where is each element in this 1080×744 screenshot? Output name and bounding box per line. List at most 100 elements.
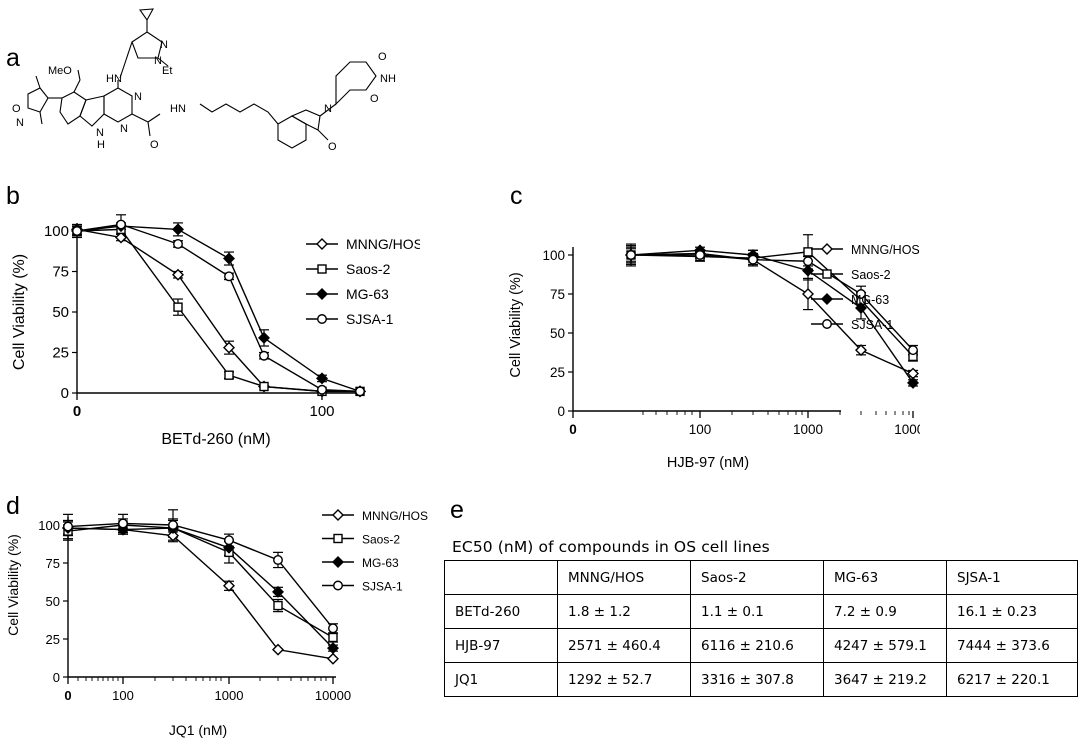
y-tick-label: 0 — [53, 670, 60, 685]
atom-label: HN — [170, 103, 186, 115]
data-point — [626, 250, 636, 260]
table-cell: 3647 ± 219.2 — [823, 662, 947, 697]
header-cell: Saos-2 — [690, 560, 824, 595]
data-point — [116, 219, 126, 230]
table-title: EC50 (nM) of compounds in OS cell lines — [452, 538, 770, 556]
series-line — [67, 527, 334, 649]
table-cell: 6217 ± 220.1 — [946, 662, 1078, 697]
table-row: BETd-260 1.8 ± 1.2 1.1 ± 0.1 7.2 ± 0.9 1… — [444, 594, 1078, 629]
series-line — [76, 228, 360, 393]
y-tick-label: 0 — [61, 385, 69, 402]
y-tick-label: 100 — [44, 223, 69, 240]
chart-b: 0 25 50 75 100 0 100 BETd-260 (nM) Cell Viabilit… — [11, 214, 420, 448]
panel-label-b: b — [6, 182, 20, 210]
data-point — [173, 239, 183, 249]
data-point — [855, 344, 867, 357]
pyrazole-ring — [131, 31, 163, 59]
legend-label: Saos-2 — [346, 261, 391, 277]
series-line — [631, 254, 914, 351]
x-tick-label: 0 — [73, 403, 81, 420]
data-point — [332, 509, 344, 521]
row-label: HJB-97 — [444, 628, 558, 663]
y-tick-label: 75 — [52, 264, 69, 281]
data-point — [224, 535, 234, 546]
data-point — [803, 247, 813, 257]
legend-label: MNNG/HOS — [851, 243, 920, 257]
legend-label: MNNG/HOS — [346, 236, 420, 252]
data-point — [223, 541, 235, 554]
data-point — [258, 331, 270, 344]
data-point — [223, 341, 235, 354]
data-point — [333, 580, 343, 591]
atom-label: N — [160, 39, 168, 51]
table-cell: 7.2 ± 0.9 — [823, 594, 947, 629]
table-row: HJB-97 2571 ± 460.4 6116 ± 210.6 4247 ± … — [444, 628, 1078, 663]
data-point — [332, 556, 344, 568]
pyrimidine-ring — [103, 87, 133, 123]
data-point — [223, 579, 235, 592]
y-tick-label: 50 — [52, 304, 69, 321]
y-tick-label: 50 — [550, 326, 565, 341]
y-tick-label: 25 — [550, 365, 565, 380]
chemical-structure: MeO HN N N Et O N N N N H HN O N O O NH … — [12, 8, 396, 153]
table-cell: 3316 ± 307.8 — [690, 662, 824, 697]
legend-label: MG-63 — [362, 556, 399, 570]
panel-label-c: c — [510, 182, 523, 210]
atom-label: N — [154, 55, 162, 67]
table-row: JQ1 1292 ± 52.7 3316 ± 307.8 3647 ± 219.… — [444, 662, 1078, 697]
table-cell: 6116 ± 210.6 — [690, 628, 824, 663]
legend-label: MNNG/HOS — [362, 509, 428, 523]
atom-label: O — [370, 93, 379, 105]
bond — [147, 121, 151, 137]
table-cell: 1.1 ± 0.1 — [690, 594, 824, 629]
bond — [119, 59, 127, 79]
x-tick-label: 10000 — [315, 688, 351, 703]
data-point — [803, 256, 813, 267]
x-axis-label: JQ1 (nM) — [169, 722, 227, 738]
data-point — [172, 268, 184, 281]
x-tick-label: 10000 — [894, 422, 920, 437]
data-point — [63, 521, 73, 532]
data-point — [72, 226, 82, 236]
legend-label: SJSA-1 — [346, 311, 394, 327]
panel-label-e: e — [450, 496, 464, 524]
atom-label: HN — [106, 73, 122, 85]
y-tick-label: 100 — [38, 518, 60, 533]
linker-chain — [199, 103, 279, 125]
bond — [35, 75, 41, 89]
data-point — [316, 288, 328, 300]
series-line — [67, 527, 334, 660]
isoindolinone-lactam — [290, 109, 321, 131]
table-cell: 2571 ± 460.4 — [557, 628, 691, 663]
bond — [319, 103, 337, 117]
table-cell: 7444 ± 373.6 — [946, 628, 1078, 663]
data-point — [855, 302, 867, 315]
data-point — [273, 600, 283, 611]
data-point — [327, 652, 339, 665]
data-point — [223, 252, 235, 265]
panel-label-d: d — [6, 492, 20, 520]
x-axis-label: BETd-260 (nM) — [161, 431, 270, 448]
data-point — [856, 289, 866, 299]
x-tick-label: 0 — [569, 422, 577, 437]
table-cell: 16.1 ± 0.23 — [946, 594, 1078, 629]
atom-label: N — [120, 123, 128, 135]
table-cell: 4247 ± 579.1 — [823, 628, 947, 663]
y-axis-label: Cell Viability (%) — [5, 534, 21, 636]
data-point — [355, 386, 365, 397]
series-line — [630, 249, 914, 384]
y-axis-label: Cell Viability (%) — [508, 272, 524, 377]
data-point — [224, 271, 234, 282]
panel-label-a: a — [6, 44, 20, 72]
table-cell: 1.8 ± 1.2 — [557, 594, 691, 629]
data-point — [802, 288, 814, 300]
data-point — [316, 238, 328, 250]
x-tick-label: 1000 — [215, 688, 244, 703]
y-tick-label: 100 — [542, 248, 565, 263]
atom-label: O — [378, 51, 387, 63]
x-tick-label: 100 — [112, 688, 134, 703]
atom-label: H — [97, 139, 105, 151]
x-tick-label: 100 — [689, 422, 712, 437]
header-cell: MNNG/HOS — [557, 560, 691, 595]
